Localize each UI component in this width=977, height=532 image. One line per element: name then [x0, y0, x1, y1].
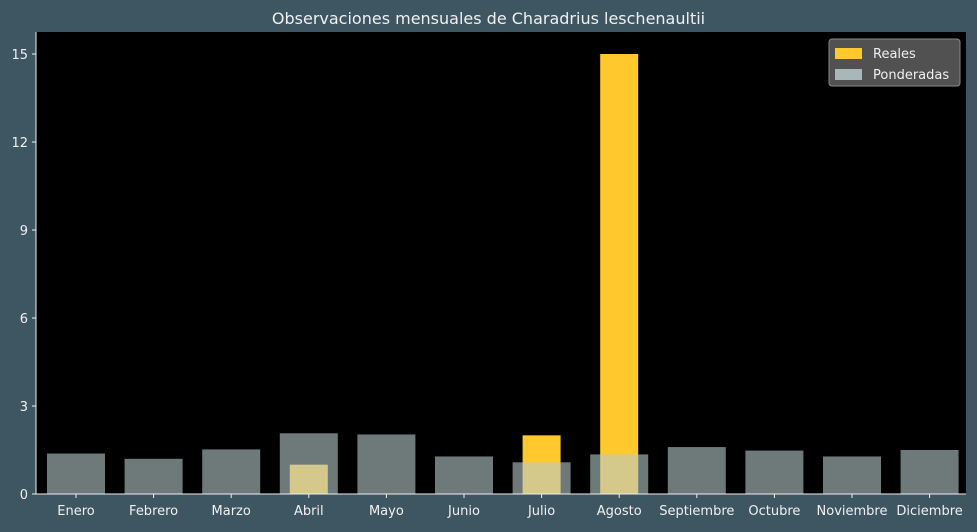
bar-ponderadas-junio: [435, 456, 493, 494]
bar-ponderadas-abril: [279, 433, 338, 494]
legend-swatch-ponderadas: [835, 69, 862, 80]
x-tick-label: Mayo: [369, 504, 404, 519]
y-tick-label: 3: [20, 400, 28, 415]
y-tick-label: 9: [20, 224, 28, 239]
x-tick-label: Febrero: [129, 504, 178, 519]
plot-area: [36, 32, 966, 494]
bar-ponderadas-agosto: [590, 454, 649, 494]
y-tick-label: 0: [20, 488, 28, 503]
legend-swatch-reales: [835, 48, 862, 59]
x-axis: Enero Febrero Marzo Abril Mayo Junio Julio Agos…: [36, 493, 966, 519]
x-tick-label: Julio: [527, 504, 555, 519]
legend-label-ponderadas: Ponderadas: [873, 68, 949, 83]
y-tick-label: 15: [11, 48, 28, 63]
x-tick-label: Septiembre: [659, 504, 734, 519]
legend-label-reales: Reales: [873, 47, 916, 62]
bar-ponderadas-marzo: [202, 449, 261, 494]
bar-ponderadas-mayo: [357, 434, 416, 494]
chart-title: Observaciones mensuales de Charadrius le…: [272, 9, 705, 28]
x-tick-label: Diciembre: [896, 504, 962, 519]
series-ponderadas-bars: [47, 433, 959, 494]
bar-ponderadas-octubre: [745, 450, 804, 494]
x-tick-label: Noviembre: [817, 504, 888, 519]
y-tick-label: 12: [11, 136, 28, 151]
x-tick-label: Enero: [57, 504, 95, 519]
x-tick-label: Marzo: [212, 504, 251, 519]
x-tick-label: Junio: [447, 504, 480, 519]
bar-ponderadas-julio: [512, 462, 571, 494]
bar-reales-agosto: [600, 54, 639, 494]
bar-ponderadas-diciembre: [900, 450, 959, 494]
legend: Reales Ponderadas: [828, 38, 961, 87]
bar-ponderadas-septiembre: [667, 447, 726, 494]
bar-ponderadas-noviembre: [823, 456, 881, 494]
x-tick-label: Abril: [294, 504, 324, 519]
bar-ponderadas-febrero: [124, 458, 183, 494]
bar-ponderadas-enero: [47, 453, 105, 494]
x-tick-label: Agosto: [597, 504, 642, 519]
y-tick-label: 6: [20, 312, 28, 327]
y-axis: 0 3 6 9 12 15: [11, 32, 37, 503]
x-tick-label: Octubre: [748, 504, 800, 519]
